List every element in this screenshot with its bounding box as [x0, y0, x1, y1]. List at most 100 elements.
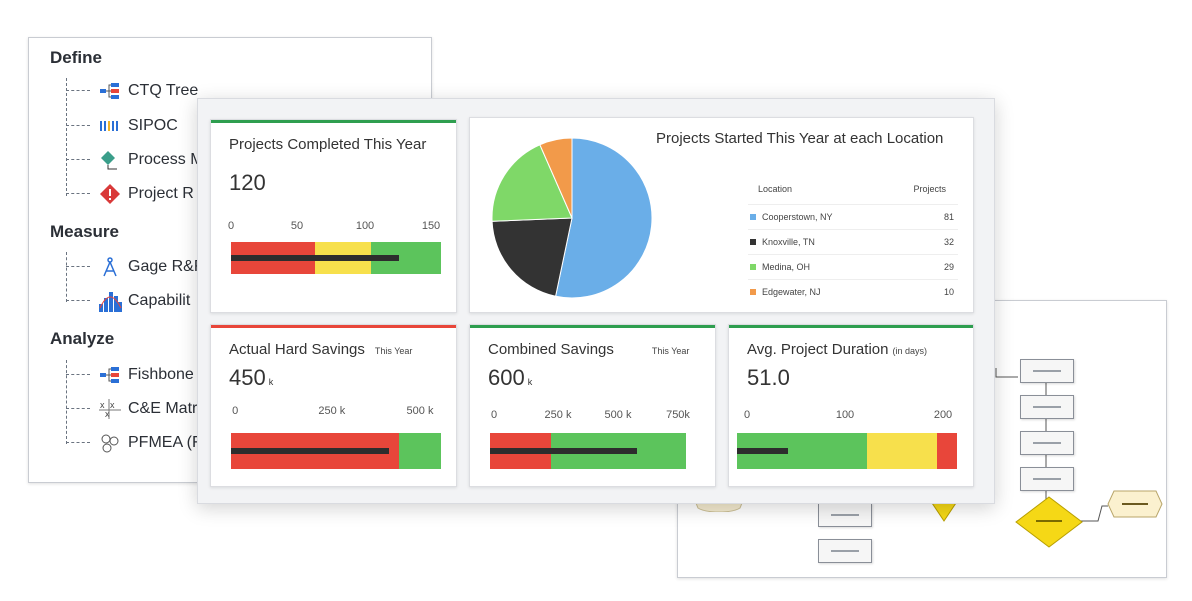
table-row[interactable]: Knoxville, TN 32	[748, 229, 958, 254]
tree-item-fishbone[interactable]: Fishbone	[66, 364, 194, 386]
card-title-text: Avg. Project Duration	[747, 341, 889, 358]
card-title: Combined Savings This Year	[488, 341, 689, 358]
kpi-unit: k	[527, 377, 533, 387]
kpi-value: 51.0	[747, 365, 790, 390]
tree-item-label: CTQ Tree	[128, 82, 199, 99]
bullet-measure-bar	[737, 448, 788, 454]
dashboard-panel: Projects Completed This Year 120 0 50 100 1…	[197, 98, 995, 504]
card-title: Projects Started This Year at each Locat…	[656, 130, 944, 147]
tree-item-label: PFMEA (F	[128, 434, 202, 451]
tree-item-ctq[interactable]: CTQ Tree	[66, 80, 198, 102]
flowchart-process-box[interactable]	[818, 503, 872, 527]
bullet-range-band	[937, 433, 957, 469]
location-name: Edgewater, NJ	[762, 287, 821, 297]
table-row[interactable]: Medina, OH 29	[748, 254, 958, 279]
legend-swatch	[750, 289, 756, 295]
projects-completed-card[interactable]: Projects Completed This Year 120 0 50 100 1…	[210, 119, 457, 313]
tick-label: 500 k	[406, 405, 434, 417]
tree-item-pfmea[interactable]: PFMEA (F	[66, 432, 202, 454]
location-table: Location Projects Cooperstown, NY 81 Kno…	[748, 184, 958, 304]
tree-item-capability[interactable]: Capabilit	[66, 290, 190, 312]
bullet-scale: 0 100 200	[743, 409, 952, 423]
location-name: Knoxville, TN	[762, 237, 815, 247]
bullet-chart	[231, 242, 441, 274]
risk-diamond-icon	[98, 184, 122, 204]
pie-slice[interactable]	[554, 137, 653, 299]
process-map-icon	[98, 150, 122, 170]
tick-label: 0	[232, 405, 239, 417]
bullet-range-band	[399, 433, 441, 469]
card-title-text: Actual Hard Savings	[229, 341, 365, 358]
tick-label: 0	[490, 409, 498, 421]
tree-diagram-icon	[98, 81, 122, 101]
fishbone-icon	[98, 365, 122, 385]
pfmea-circles-icon	[98, 433, 122, 453]
section-analyze: Analyze	[50, 329, 115, 348]
tree-item-label: Process M	[128, 151, 204, 168]
sipoc-columns-icon	[98, 116, 122, 136]
tree-item-label: Capabilit	[128, 292, 191, 309]
tick-label: 200	[933, 409, 953, 421]
section-measure: Measure	[50, 222, 119, 241]
tick-label: 500 k	[604, 409, 632, 421]
legend-swatch	[750, 214, 756, 220]
bullet-scale: 0 250 k 500 k 750k	[490, 409, 694, 423]
flowchart-connectors	[995, 368, 1108, 522]
flowchart-process-box[interactable]	[1020, 467, 1074, 491]
card-accent-bar	[470, 325, 715, 328]
tree-connector	[66, 360, 67, 444]
pie-slice[interactable]	[491, 144, 573, 222]
tick-label: 150	[421, 220, 441, 232]
kpi-number: 600	[488, 365, 525, 390]
card-title: Avg. Project Duration (in days)	[747, 341, 927, 358]
kpi-number: 450	[229, 365, 266, 390]
section-define: Define	[50, 48, 102, 67]
combined-savings-card[interactable]: Combined Savings This Year 600 k 0 250 k 500…	[469, 324, 716, 487]
projects-started-card[interactable]: Projects Started This Year at each Locat…	[469, 117, 974, 313]
flowchart-process-box[interactable]	[1020, 359, 1074, 383]
flowchart-terminator[interactable]	[1106, 489, 1164, 519]
table-row[interactable]: Cooperstown, NY 81	[748, 204, 958, 229]
tree-item-label: Project R	[128, 185, 194, 202]
avg-duration-card[interactable]: Avg. Project Duration (in days) 51.0 0 100…	[728, 324, 974, 487]
tree-item-label: Gage R&R	[128, 258, 206, 275]
pie-chart	[491, 137, 653, 299]
bullet-measure-bar	[231, 255, 399, 261]
pie-slice[interactable]	[491, 217, 573, 297]
tick-label: 750k	[666, 409, 690, 421]
table-row[interactable]: Edgewater, NJ 10	[748, 279, 958, 304]
legend-swatch	[750, 239, 756, 245]
hard-savings-card[interactable]: Actual Hard Savings This Year 450 k 0 250 k…	[210, 324, 457, 487]
flowchart-process-box[interactable]	[1020, 431, 1074, 455]
card-accent-bar	[211, 325, 456, 328]
compass-icon	[98, 257, 122, 277]
bullet-range-band	[867, 433, 937, 469]
flowchart-process-box[interactable]	[818, 539, 872, 563]
bullet-scale: 0 250 k 500 k	[231, 405, 441, 419]
tree-item-label: Fishbone	[128, 366, 194, 383]
bullet-chart	[490, 433, 686, 469]
flowchart-decision-diamond[interactable]	[1014, 495, 1084, 549]
card-title: Projects Completed This Year	[229, 136, 427, 153]
pie-slice[interactable]	[539, 137, 573, 219]
card-subtitle: This Year	[374, 346, 413, 356]
flowchart-process-box[interactable]	[1020, 395, 1074, 419]
tree-item-project-risk[interactable]: Project R	[66, 183, 194, 205]
tree-item-process-map[interactable]: Process M	[66, 149, 204, 171]
kpi-value: 450 k	[229, 365, 273, 391]
bullet-measure-bar	[231, 448, 389, 454]
card-subtitle: This Year	[651, 346, 690, 356]
svg-text:x: x	[110, 400, 115, 410]
kpi-value: 120	[229, 170, 266, 195]
tree-item-sipoc[interactable]: SIPOC	[66, 115, 178, 137]
tick-label: 0	[227, 220, 235, 232]
card-accent-bar	[211, 120, 456, 123]
tree-item-label: C&E Matr	[128, 400, 198, 417]
card-title-text: Combined Savings	[488, 341, 614, 358]
tick-label: 0	[743, 409, 751, 421]
card-title: Actual Hard Savings This Year	[229, 341, 412, 358]
histogram-icon	[98, 291, 122, 312]
tree-item-gage-rr[interactable]: Gage R&R	[66, 256, 205, 278]
